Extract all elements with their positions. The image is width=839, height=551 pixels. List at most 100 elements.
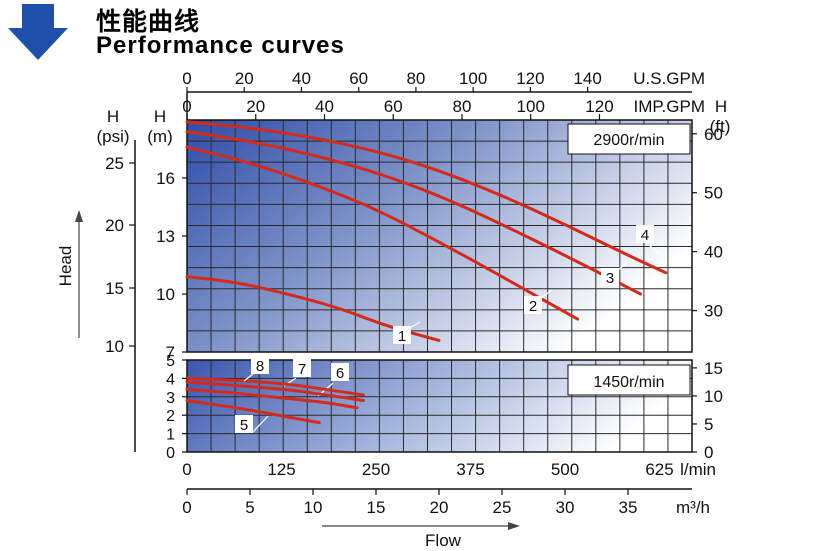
curve-leader-3 <box>617 261 629 271</box>
bottom-axis-m3h-label: 20 <box>430 498 449 517</box>
curve-7 <box>185 380 365 402</box>
down-arrow-icon <box>8 4 68 60</box>
bottom-axis-m3h-label: 30 <box>556 498 575 517</box>
curve-label-box-1 <box>393 326 411 344</box>
left-axis-m-label: 13 <box>156 227 175 246</box>
left-axis-psi-label: 20 <box>105 216 124 235</box>
curve-label-2: 2 <box>529 298 537 315</box>
curve-label-box-7 <box>293 359 311 377</box>
top-axis-us-gpm-label: 0 <box>182 69 191 88</box>
left-axis-m-symbol: H <box>154 107 166 126</box>
left-axis-m-lower-label: 4 <box>166 371 175 388</box>
lower-panel-frame <box>186 359 693 453</box>
left-axis-m-label: 16 <box>156 169 175 188</box>
page-title-english: Performance curves <box>96 32 345 59</box>
top-axis-imp-gpm-label: 80 <box>453 97 472 116</box>
left-axis-m-lower-label: 3 <box>166 390 175 407</box>
curve-label-8: 8 <box>256 358 264 375</box>
curve-8 <box>185 376 365 397</box>
speed-label-box-lower <box>567 364 691 396</box>
y-axis-arrow-head <box>75 210 83 222</box>
bottom-axis-m3h-label: 25 <box>493 498 512 517</box>
top-axis-us-gpm-label: 120 <box>516 69 544 88</box>
curve-5 <box>185 399 321 425</box>
top-axis-us-gpm-label: 20 <box>235 69 254 88</box>
x-axis-title: Flow <box>425 531 462 550</box>
curve-6 <box>185 387 359 410</box>
curve-leader-5 <box>252 415 269 433</box>
right-axis-ft-lower-label: 15 <box>704 359 723 378</box>
curve-label-box-5 <box>235 415 253 433</box>
curve-leader-4 <box>649 245 661 255</box>
left-axis-m-lower-label: 2 <box>166 408 175 425</box>
curve-label-box-8 <box>251 356 269 374</box>
left-axis-m-lower-label: 1 <box>166 427 175 444</box>
top-axis-us-gpm-unit: U.S.GPM <box>633 69 705 88</box>
left-axis-psi-label: 15 <box>105 279 124 298</box>
bottom-axis-m3h-label: 5 <box>245 498 254 517</box>
top-axis-us-gpm-label: 40 <box>292 69 311 88</box>
top-axis-imp-gpm-label: 120 <box>585 97 613 116</box>
curve-label-5: 5 <box>240 417 248 434</box>
bottom-axis-m3h-label: 15 <box>367 498 386 517</box>
left-axis-psi-label: 10 <box>105 337 124 356</box>
right-axis-ft-label: 30 <box>704 302 723 321</box>
bottom-axis-lmin-unit: l/min <box>680 460 716 479</box>
right-axis-ft-unit: (ft) <box>710 117 731 136</box>
curve-1 <box>185 275 441 342</box>
curve-2 <box>185 145 580 321</box>
curve-label-box-4 <box>636 225 654 243</box>
curve-label-box-3 <box>601 268 619 286</box>
right-axis-ft-lower-label: 5 <box>704 415 713 434</box>
bottom-axis-lmin-label: 500 <box>551 460 579 479</box>
speed-label-upper: 2900r/min <box>593 132 664 149</box>
top-axis-us-gpm-label: 140 <box>573 69 601 88</box>
top-axis-us-gpm-label: 60 <box>349 69 368 88</box>
curve-label-4: 4 <box>641 227 649 244</box>
top-axis-imp-gpm-unit: IMP.GPM <box>634 97 705 116</box>
left-axis-m-lower-label: 5 <box>166 353 175 370</box>
top-axis-imp-gpm-label: 60 <box>384 97 403 116</box>
curve-label-3: 3 <box>606 270 614 287</box>
bottom-axis-m3h-label: 0 <box>182 498 191 517</box>
left-axis-m-label: 10 <box>156 285 175 304</box>
speed-label-lower: 1450r/min <box>593 374 664 391</box>
bottom-axis-m3h-label: 35 <box>619 498 638 517</box>
curve-label-box-6 <box>331 363 349 381</box>
x-axis-arrow-head <box>508 522 520 530</box>
bottom-axis-lmin-label: 0 <box>182 460 191 479</box>
right-axis-ft-label: 60 <box>704 125 723 144</box>
right-axis-ft-label: 40 <box>704 243 723 262</box>
left-axis-psi-unit: (psi) <box>96 127 129 146</box>
right-axis-ft-lower-label: 10 <box>704 387 723 406</box>
left-axis-psi-symbol: H <box>107 107 119 126</box>
top-axis-imp-gpm-label: 0 <box>182 97 191 116</box>
y-axis-title: Head <box>56 246 75 287</box>
curve-label-box-2 <box>524 296 542 314</box>
bottom-axis-m3h-label: 10 <box>304 498 323 517</box>
top-axis-us-gpm-label: 100 <box>459 69 487 88</box>
bottom-axis-lmin-label: 125 <box>267 460 295 479</box>
top-axis-imp-gpm-label: 20 <box>246 97 265 116</box>
bottom-axis-lmin-label: 375 <box>456 460 484 479</box>
left-axis-m-label: 7 <box>166 343 175 362</box>
curve-4 <box>185 120 668 275</box>
grid-lines <box>186 119 693 453</box>
bottom-axis-lmin-label: 250 <box>362 460 390 479</box>
curve-leader-8 <box>243 373 254 382</box>
curve-label-6: 6 <box>336 365 344 382</box>
upper-panel-background <box>187 120 692 352</box>
top-axis-us-gpm-label: 80 <box>406 69 425 88</box>
curve-label-7: 7 <box>298 361 306 378</box>
top-axis-imp-gpm-label: 100 <box>517 97 545 116</box>
right-axis-ft-label: 50 <box>704 184 723 203</box>
curve-layer: 1 2 3 4 5 6 7 8 <box>185 120 668 434</box>
right-axis-ft-lower-label: 0 <box>704 443 713 462</box>
curve-label-1: 1 <box>398 328 406 345</box>
curve-leader-1 <box>409 321 421 329</box>
speed-label-box-upper <box>567 123 691 155</box>
curve-3 <box>185 130 643 296</box>
left-axis-m-unit: (m) <box>147 127 172 146</box>
